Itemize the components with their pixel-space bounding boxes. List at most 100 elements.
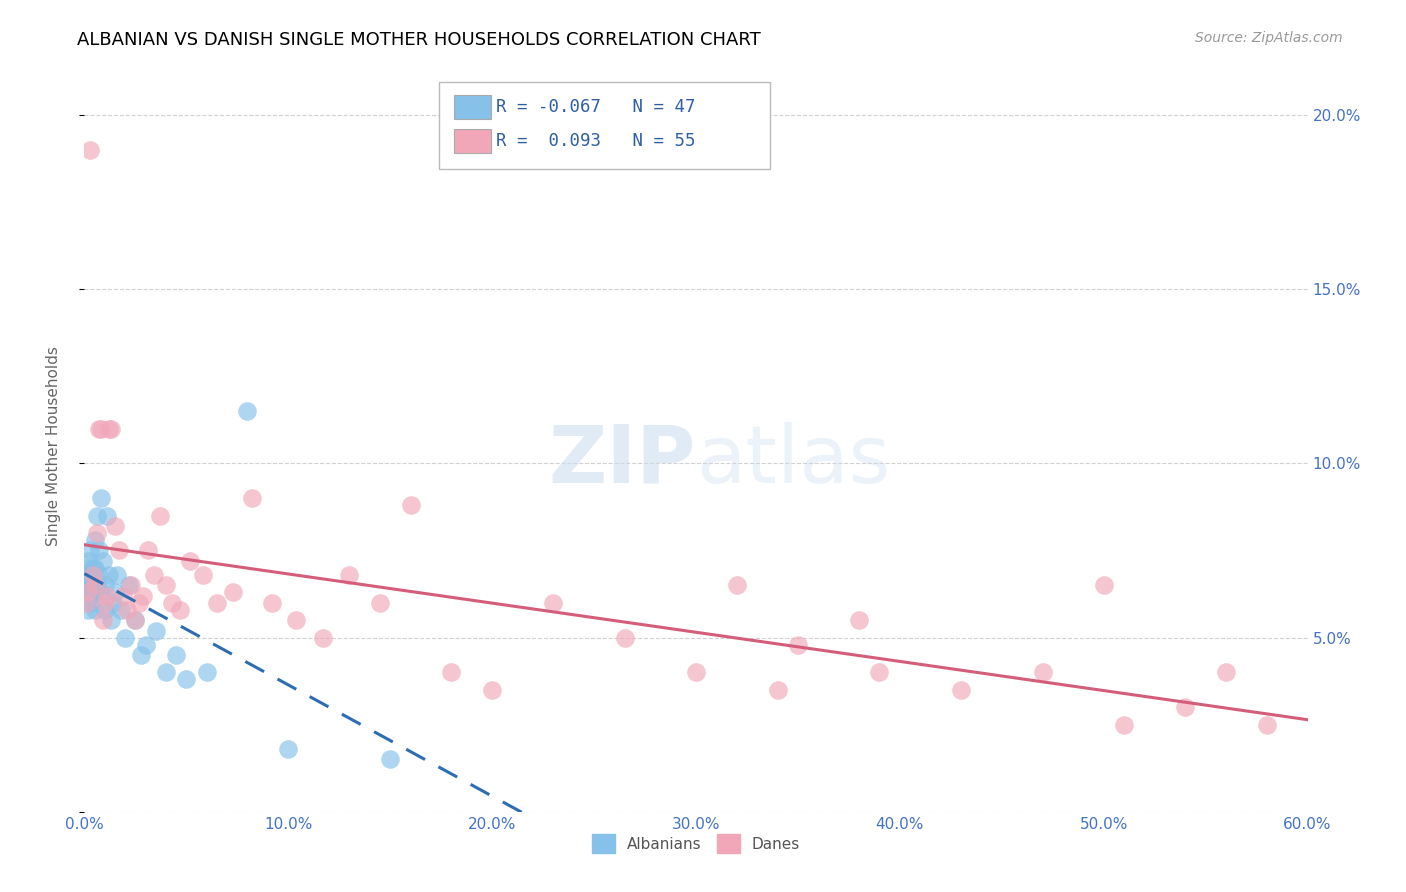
Point <box>481 682 503 697</box>
Point <box>75 561 97 575</box>
Point <box>240 491 263 506</box>
Point <box>77 578 100 592</box>
Point <box>104 519 127 533</box>
Point <box>135 638 157 652</box>
Point <box>115 603 138 617</box>
Point <box>160 596 183 610</box>
Point <box>83 561 105 575</box>
Point <box>77 603 100 617</box>
Point <box>75 596 97 610</box>
Point <box>93 603 115 617</box>
Point <box>440 665 463 680</box>
Point <box>260 596 283 610</box>
Point <box>83 585 105 599</box>
Point <box>165 648 187 662</box>
Point <box>91 554 114 568</box>
Point <box>950 682 973 697</box>
Point <box>91 613 114 627</box>
Text: atlas: atlas <box>696 422 890 500</box>
Point <box>110 603 132 617</box>
Point <box>83 578 105 592</box>
Point <box>368 596 391 610</box>
Point <box>87 543 110 558</box>
Point <box>1114 717 1136 731</box>
Point <box>100 613 122 627</box>
Point <box>79 543 101 558</box>
Point <box>90 421 112 435</box>
Point <box>222 585 245 599</box>
Point <box>131 648 153 662</box>
Point <box>191 567 214 582</box>
Point <box>1032 665 1054 680</box>
Point <box>613 631 636 645</box>
Point <box>77 585 100 599</box>
Point <box>236 404 259 418</box>
Point <box>79 589 101 603</box>
Point <box>83 603 105 617</box>
Point <box>285 613 308 627</box>
Point <box>93 578 115 592</box>
Point <box>75 574 97 589</box>
Point <box>75 567 97 582</box>
Point <box>105 567 128 582</box>
Point <box>339 567 361 582</box>
Point <box>685 665 707 680</box>
Point <box>108 543 131 558</box>
Point <box>155 665 177 680</box>
Point <box>1092 578 1115 592</box>
Point <box>86 508 108 523</box>
Point <box>149 508 172 523</box>
Point <box>90 491 112 506</box>
Point <box>1174 700 1197 714</box>
Point <box>124 613 146 627</box>
Point <box>155 578 177 592</box>
Point <box>104 585 127 599</box>
Point <box>77 585 100 599</box>
Text: R =  0.093   N = 55: R = 0.093 N = 55 <box>496 132 696 150</box>
Point <box>96 508 118 523</box>
Point <box>83 533 105 547</box>
Point <box>312 631 335 645</box>
Point <box>77 554 100 568</box>
Point <box>787 638 810 652</box>
Point <box>136 543 159 558</box>
Point <box>82 578 104 592</box>
Point <box>848 613 870 627</box>
Point <box>96 589 118 603</box>
Point <box>82 561 104 575</box>
Point <box>195 665 218 680</box>
Point <box>114 631 136 645</box>
Point <box>93 596 115 610</box>
Point <box>132 589 155 603</box>
Point <box>82 567 104 582</box>
Text: ALBANIAN VS DANISH SINGLE MOTHER HOUSEHOLDS CORRELATION CHART: ALBANIAN VS DANISH SINGLE MOTHER HOUSEHO… <box>77 31 761 49</box>
Point <box>86 526 108 541</box>
Point <box>1256 717 1278 731</box>
Legend: Albanians, Danes: Albanians, Danes <box>586 828 806 859</box>
Point <box>142 567 165 582</box>
Text: Source: ZipAtlas.com: Source: ZipAtlas.com <box>1195 31 1343 45</box>
Text: ZIP: ZIP <box>548 422 696 500</box>
Point <box>86 578 108 592</box>
Point <box>869 665 891 680</box>
Point <box>97 421 120 435</box>
Point <box>82 571 104 585</box>
Point <box>766 682 789 697</box>
Point <box>79 596 101 610</box>
Point <box>87 421 110 435</box>
Point <box>179 554 201 568</box>
Point <box>118 578 141 592</box>
Point <box>97 567 120 582</box>
Text: R = -0.067   N = 47: R = -0.067 N = 47 <box>496 98 696 116</box>
Point <box>124 613 146 627</box>
Point <box>277 742 299 756</box>
Point <box>128 596 150 610</box>
Point <box>399 498 422 512</box>
Point <box>101 596 124 610</box>
Point <box>112 589 135 603</box>
Point <box>145 624 167 638</box>
Point <box>120 578 142 592</box>
Point <box>543 596 565 610</box>
Point <box>79 567 101 582</box>
Point <box>79 143 101 157</box>
